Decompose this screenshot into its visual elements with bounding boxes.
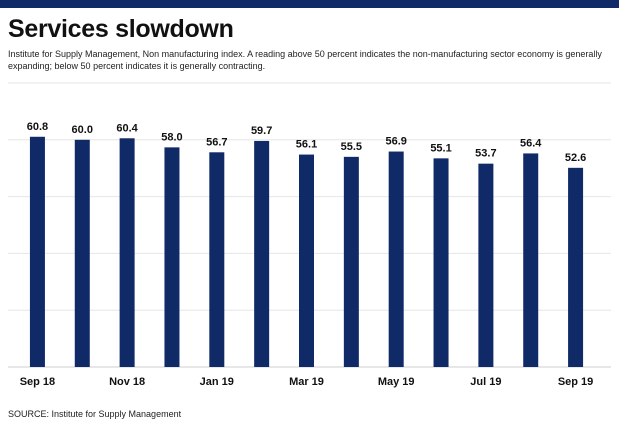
data-label: 55.5 bbox=[341, 141, 362, 153]
data-labels: 60.8 60.0 60.4 58.0 56.7 59.7 56.1 55.5 56.9 55.1… bbox=[27, 121, 587, 164]
data-label: 56.9 bbox=[385, 136, 406, 148]
bars bbox=[29, 136, 584, 367]
bar-mar-19 bbox=[299, 154, 314, 367]
bar-jul-19 bbox=[478, 163, 494, 367]
top-accent-bar bbox=[0, 0, 619, 8]
data-label: 53.7 bbox=[475, 148, 496, 160]
data-label: 55.1 bbox=[430, 142, 451, 154]
data-label: 60.8 bbox=[27, 121, 48, 133]
bar-nov-18 bbox=[119, 138, 135, 367]
data-label: 60.0 bbox=[72, 124, 93, 136]
x-tick-labels: Sep 18 Nov 18 Jan 19 Mar 19 May 19 Jul 19 Sep … bbox=[20, 376, 594, 388]
data-label: 52.6 bbox=[565, 152, 586, 164]
data-label: 60.4 bbox=[116, 122, 138, 134]
data-label: 56.4 bbox=[520, 137, 542, 149]
source-note: SOURCE: Institute for Supply Management bbox=[8, 409, 182, 419]
data-label: 59.7 bbox=[251, 125, 272, 137]
x-tick-label: Jan 19 bbox=[200, 376, 234, 388]
bar-may-19 bbox=[388, 151, 404, 367]
bar-aug-19 bbox=[523, 153, 539, 367]
data-label: 56.7 bbox=[206, 136, 227, 148]
x-tick-label: May 19 bbox=[378, 376, 415, 388]
x-tick-label: Jul 19 bbox=[470, 376, 501, 388]
bar-oct-18 bbox=[74, 139, 90, 367]
bar-sep-18 bbox=[29, 136, 45, 367]
data-label: 56.1 bbox=[296, 139, 317, 151]
data-label: 58.0 bbox=[161, 131, 182, 143]
x-tick-label: Mar 19 bbox=[289, 376, 324, 388]
bar-apr-19 bbox=[343, 156, 359, 367]
x-tick-label: Sep 18 bbox=[20, 376, 55, 388]
bar-jun-19 bbox=[433, 158, 449, 367]
bar-jan-19 bbox=[209, 152, 225, 367]
bar-sep-19 bbox=[568, 167, 584, 367]
bar-feb-19 bbox=[254, 140, 270, 367]
chart-title: Services slowdown bbox=[8, 15, 234, 43]
x-tick-label: Sep 19 bbox=[558, 376, 593, 388]
x-tick-label: Nov 18 bbox=[109, 376, 145, 388]
chart-subtitle: Institute for Supply Management, Non man… bbox=[8, 49, 602, 71]
bar-dec-18 bbox=[164, 147, 180, 367]
